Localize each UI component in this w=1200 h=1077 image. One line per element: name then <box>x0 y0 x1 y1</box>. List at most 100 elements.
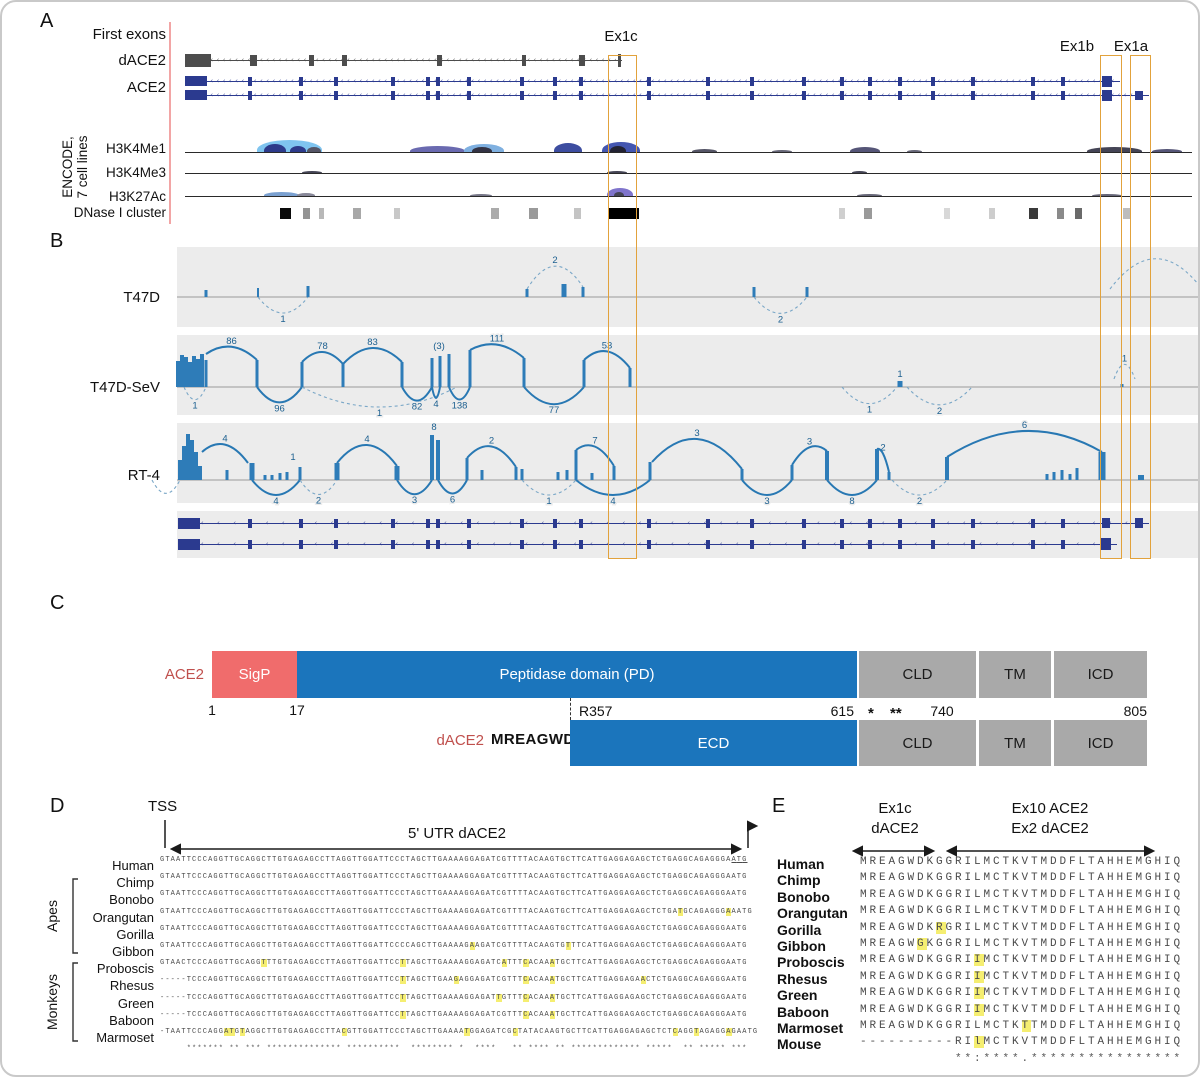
domain-segment-CLD: CLD <box>859 651 976 698</box>
sashimi-annotation: 8 <box>431 422 436 433</box>
gene-exon <box>579 539 583 549</box>
gene-exon <box>931 539 935 549</box>
gene-direction-chevrons: ‹‹‹‹‹‹‹‹‹‹‹‹‹‹‹‹‹‹‹‹‹‹‹‹‹‹‹‹‹‹‹‹‹‹‹‹‹‹‹‹… <box>191 91 1143 99</box>
sequence-row-Proboscis: MREAGWDKGGRIIMCTKVTMDDFLTAHHEMGHIQ <box>860 954 1184 967</box>
junction-arc <box>256 386 303 404</box>
signal-baseline <box>185 173 1192 175</box>
gene-direction-chevrons: ‹‹‹‹‹‹‹‹‹‹‹‹‹‹‹‹‹‹‹‹‹‹‹‹‹‹‹‹‹‹‹‹‹‹‹‹‹‹‹‹… <box>184 539 1111 549</box>
junction-arc <box>526 265 584 290</box>
coverage-peak <box>306 286 310 297</box>
sequence-row-Orangutan: MREAGWDKGGRILMCTKVTMDDFLTAHHEMGHIQ <box>860 905 1184 918</box>
gene-exon <box>467 518 471 528</box>
coverage-peak <box>436 440 440 480</box>
gene-first-exon <box>185 90 207 100</box>
junction-arc <box>946 430 1103 458</box>
tss-label: TSS <box>148 798 178 815</box>
gene-exon <box>334 90 338 100</box>
dnase-cluster-box <box>1057 208 1064 219</box>
gene-exon <box>579 518 583 528</box>
gene-exon <box>1102 518 1110 528</box>
junction-arc <box>151 479 181 494</box>
coverage-peak <box>565 470 569 480</box>
signal-peak <box>614 192 624 196</box>
gene-exon <box>1135 90 1143 100</box>
junction-count-label: 3 <box>412 495 417 506</box>
coverage-peak <box>257 288 259 297</box>
sashimi-annotation: 1 <box>290 452 295 463</box>
sequence-row-Gibbon: GTAATTCCCAGGTTGCAGGCTTGTGAGAGCCTTAGGTTGG… <box>160 942 748 950</box>
gene-exon <box>898 539 902 549</box>
junction-arc <box>299 479 338 495</box>
species-label-Mouse: Mouse <box>777 1036 822 1053</box>
gene-exon <box>931 76 935 86</box>
coverage-peak <box>186 434 190 480</box>
gene-models-band <box>177 511 1198 558</box>
gene-exon <box>1031 90 1035 100</box>
gene-exon <box>248 76 252 86</box>
dace2-protein-label: dACE2 <box>436 732 484 749</box>
gene-intron-line <box>185 95 1149 97</box>
gene-exon <box>579 54 585 66</box>
gene-exon <box>426 90 430 100</box>
junction-arc <box>583 350 631 369</box>
gene-exon <box>971 539 975 549</box>
coverage-peak <box>581 287 585 297</box>
gene-exon <box>250 54 257 66</box>
signal-peak <box>850 147 880 152</box>
gene-exon <box>802 90 806 100</box>
panel-a-label: A <box>40 10 54 32</box>
gene-first-exon <box>178 517 200 529</box>
coverage-peak <box>188 362 192 387</box>
sequence-row-Bonobo: GTAATTCCCAGGTTGCAGGCTTGTGAGAGCCTTAGGTTGG… <box>160 890 748 899</box>
gene-exon <box>802 76 806 86</box>
species-label-Green: Green <box>777 987 818 1004</box>
sequence-row-Chimp: MREAGWDKGGRILMCTKVTMDDFLTAHHEMGHIQ <box>860 872 1184 885</box>
gene-exon <box>706 518 710 528</box>
coverage-peak <box>298 467 302 480</box>
species-label-Orangutan: Orangutan <box>777 905 848 922</box>
junction-count-label: 2 <box>552 255 557 266</box>
sequence-row-Baboon: -----TCCCAGGTTGCAGGCTTGTGAGAGCCTTAGGTTGG… <box>160 1010 748 1019</box>
species-label-Gorilla: Gorilla <box>116 926 154 942</box>
junction-count-label: 3 <box>694 428 699 439</box>
coverage-peak <box>263 475 267 480</box>
species-label-Gorilla: Gorilla <box>777 921 822 938</box>
gene-exon <box>1135 518 1143 528</box>
sashimi-annotation: 1 <box>897 369 902 380</box>
coverage-peak <box>790 465 794 480</box>
sequence-row-Human: GTAATTCCCAGGTTGCAGGCTTGTGAGAGCCTTAGGTTGG… <box>160 856 748 864</box>
coverage-peak <box>1098 452 1106 480</box>
dnase-cluster-box <box>353 208 361 219</box>
gene-exon <box>1061 518 1065 528</box>
coverage-peak <box>582 360 586 387</box>
coverage-peak <box>300 362 304 387</box>
sequence-row-Gorilla: MREAGWDKRGRILMCTKVTMDDFLTAHHEMGHIQ <box>860 921 1184 934</box>
gene-exon <box>971 76 975 86</box>
junction-count-label: 4 <box>364 434 369 445</box>
junction-count-label: 3 <box>807 436 812 447</box>
gene-exon <box>868 518 872 528</box>
gene-exon <box>868 90 872 100</box>
junction-arc <box>753 296 808 314</box>
gene-exon <box>248 539 252 549</box>
coord-740: 740 <box>930 703 954 719</box>
junction-count-label: 78 <box>317 341 328 352</box>
gene-exon <box>520 76 524 86</box>
signal-peak <box>1092 194 1122 196</box>
coverage-peak <box>480 470 484 480</box>
junction-arc <box>448 386 471 401</box>
junction-count-label: 82 <box>412 402 423 413</box>
coverage-peak <box>465 458 469 480</box>
coverage-peak <box>178 460 182 480</box>
junction-arc <box>336 444 398 467</box>
apes-bracket <box>72 878 78 954</box>
sequence-row-Rhesus: -----TCCCAGGTTGCAGGCTTGTGAGAGCCTTAGGTTGG… <box>160 976 748 985</box>
signal-peak <box>264 144 286 152</box>
species-label-Bonobo: Bonobo <box>777 888 830 905</box>
ace2-protein-label: ACE2 <box>164 666 204 683</box>
coord-r357: R357 <box>579 703 613 719</box>
dnase-cluster-box <box>574 208 581 219</box>
gene-intron-line <box>185 60 622 62</box>
species-label-Marmoset: Marmoset <box>777 1020 844 1036</box>
